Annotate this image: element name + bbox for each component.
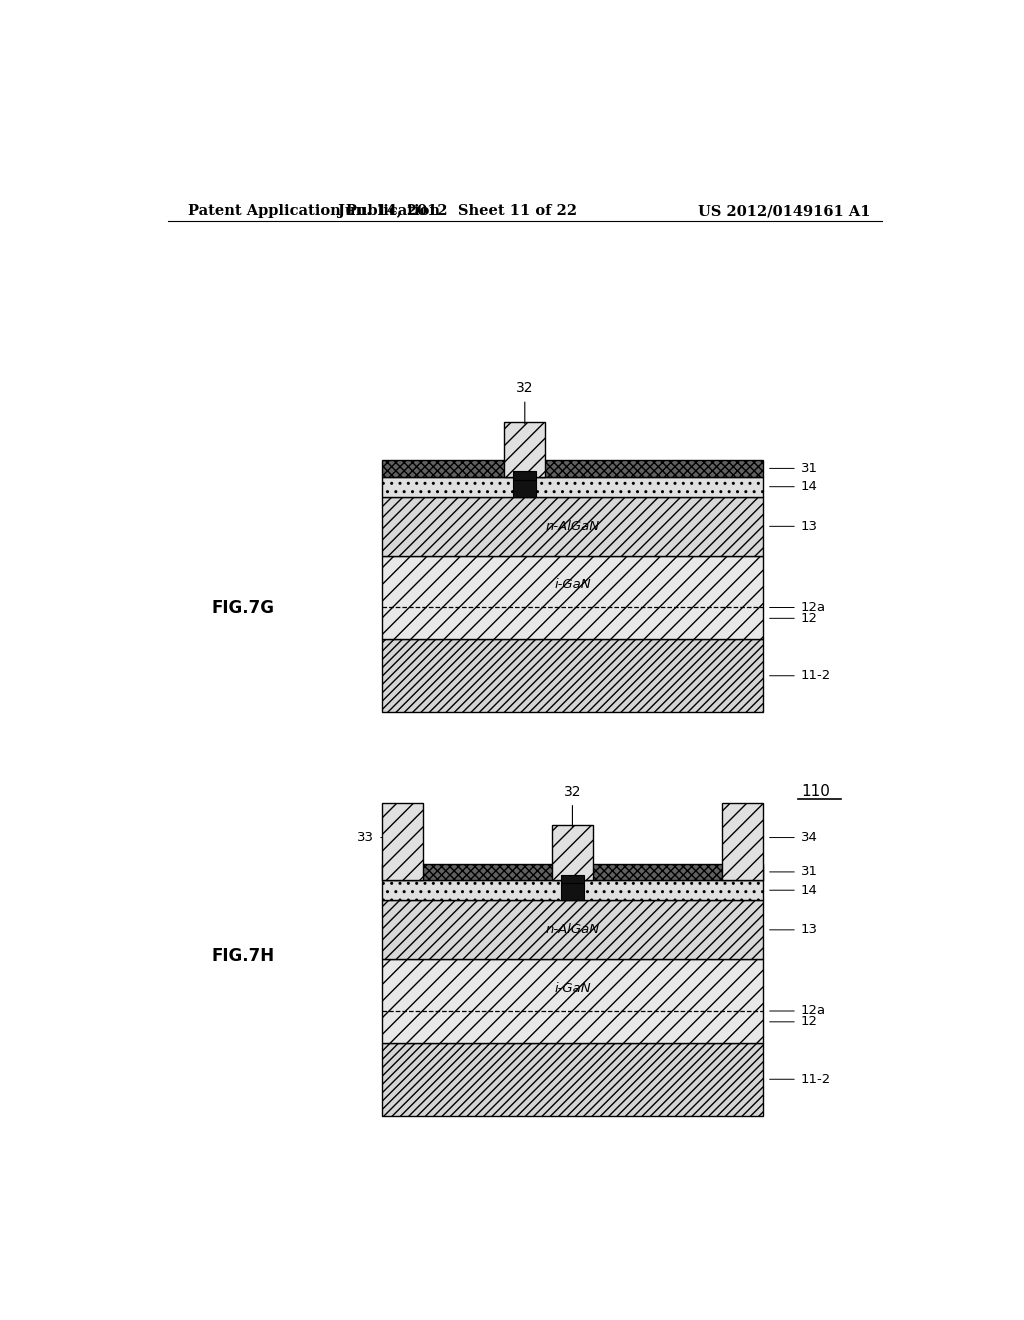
Text: 12: 12 [801, 612, 818, 624]
Text: 12a: 12a [801, 601, 826, 614]
Bar [561, 883, 584, 900]
Bar [382, 639, 763, 713]
Text: 31: 31 [801, 866, 818, 878]
Text: 32: 32 [563, 784, 582, 799]
Text: i-GaN: i-GaN [554, 578, 591, 591]
Bar [504, 421, 546, 477]
Text: n-AlGaN: n-AlGaN [546, 924, 599, 936]
Bar [382, 863, 763, 880]
Text: 13: 13 [801, 520, 818, 533]
Text: 14: 14 [801, 883, 818, 896]
Bar [722, 803, 763, 880]
Text: 12a: 12a [801, 1005, 826, 1018]
Bar [382, 880, 763, 900]
Bar [513, 471, 537, 480]
Bar [552, 825, 593, 880]
Text: 13: 13 [801, 924, 818, 936]
Bar [382, 556, 763, 639]
Text: 32: 32 [516, 381, 534, 395]
Bar [513, 479, 537, 496]
Bar [382, 477, 763, 496]
Bar [382, 496, 763, 556]
Text: 110: 110 [801, 784, 829, 799]
Bar [382, 960, 763, 1043]
Text: 12: 12 [801, 1015, 818, 1028]
Text: FIG.7G: FIG.7G [211, 599, 274, 616]
Text: 34: 34 [801, 832, 818, 843]
Text: 11-2: 11-2 [801, 669, 831, 682]
Text: 31: 31 [801, 462, 818, 475]
Bar [382, 803, 423, 880]
Text: 11-2: 11-2 [801, 1073, 831, 1086]
Text: 33: 33 [357, 832, 374, 843]
Text: Patent Application Publication: Patent Application Publication [187, 205, 439, 218]
Text: FIG.7H: FIG.7H [211, 948, 274, 965]
Bar [382, 1043, 763, 1115]
Text: i-GaN: i-GaN [554, 982, 591, 995]
Text: n-AlGaN: n-AlGaN [546, 520, 599, 533]
Text: US 2012/0149161 A1: US 2012/0149161 A1 [697, 205, 870, 218]
Bar [382, 461, 763, 477]
Text: 14: 14 [801, 480, 818, 494]
Bar [382, 900, 763, 960]
Bar [561, 875, 584, 883]
Text: Jun. 14, 2012  Sheet 11 of 22: Jun. 14, 2012 Sheet 11 of 22 [338, 205, 577, 218]
